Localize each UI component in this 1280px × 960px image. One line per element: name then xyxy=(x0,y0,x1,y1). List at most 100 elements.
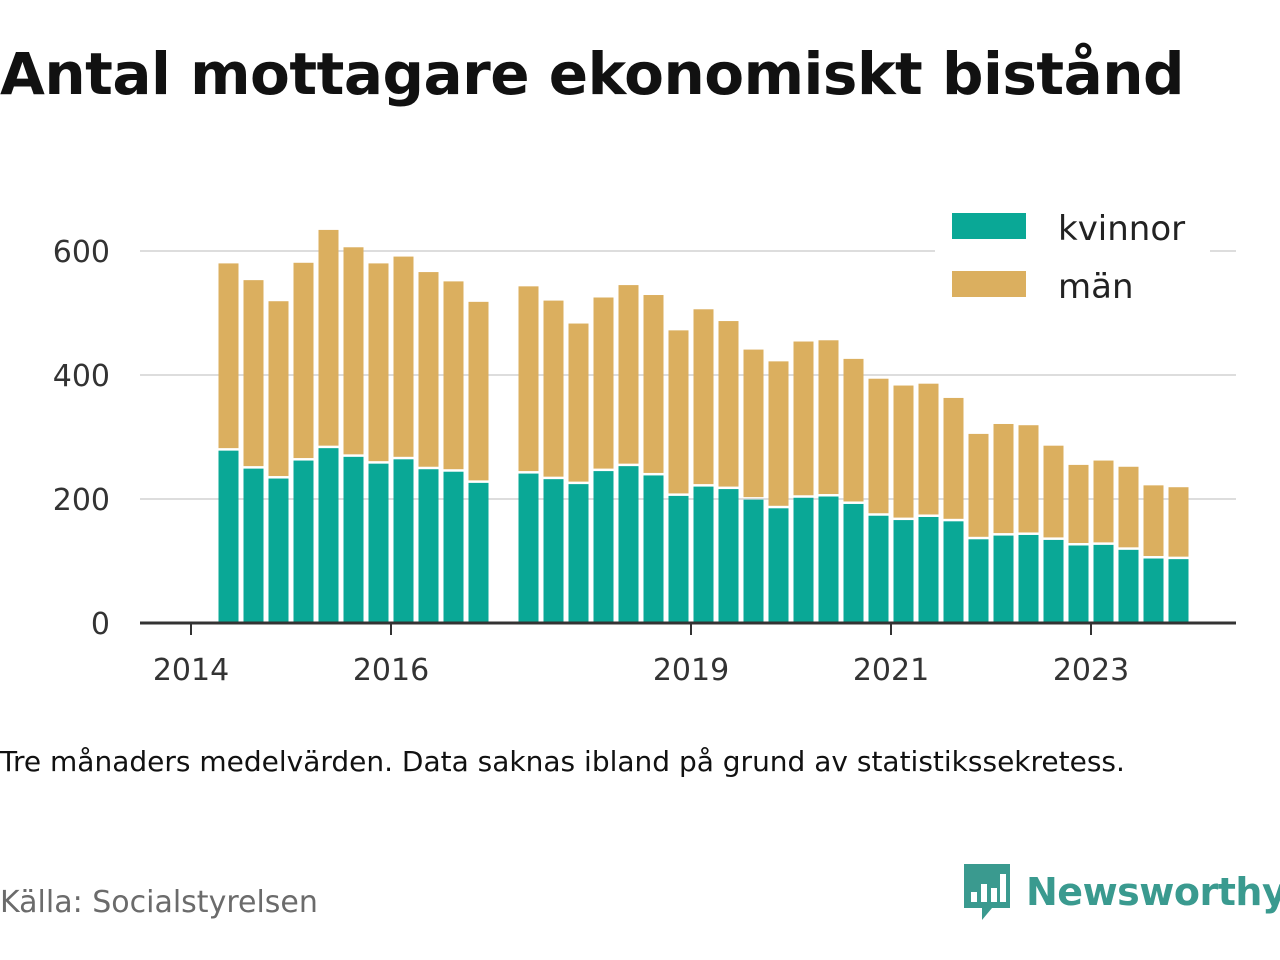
legend-swatch-man xyxy=(952,271,1026,297)
y-tick-labels: 0 200 400 600 xyxy=(53,235,110,642)
x-tick-label: 2019 xyxy=(653,653,729,688)
bar-kvinnor xyxy=(768,508,789,623)
bar-man xyxy=(568,323,589,482)
bar-kvinnor xyxy=(343,456,364,623)
bar-kvinnor xyxy=(1068,545,1089,623)
bar-kvinnor xyxy=(593,471,614,623)
bar-man xyxy=(643,295,664,473)
bar-man xyxy=(1143,485,1164,557)
bar-man xyxy=(243,280,264,467)
newsworthy-brand[interactable]: Newsworthy xyxy=(962,862,1280,922)
y-tick-label: 400 xyxy=(53,359,110,394)
bar-man xyxy=(868,378,889,514)
bar-kvinnor xyxy=(1168,559,1189,623)
x-tick-label: 2014 xyxy=(153,653,229,688)
bar-kvinnor xyxy=(1093,544,1114,623)
bar-kvinnor xyxy=(868,515,889,623)
bar-man xyxy=(543,300,564,477)
bar-kvinnor xyxy=(668,495,689,623)
bar-man xyxy=(793,341,814,496)
bar-man xyxy=(368,263,389,462)
bar-man xyxy=(293,262,314,459)
bar-kvinnor xyxy=(1018,534,1039,623)
legend-label-man: män xyxy=(1058,267,1134,307)
bar-man xyxy=(893,385,914,518)
bar-man xyxy=(318,229,339,446)
bar-kvinnor xyxy=(1043,539,1064,623)
bar-kvinnor xyxy=(418,469,439,623)
bar-kvinnor xyxy=(793,497,814,623)
brand-name: Newsworthy xyxy=(1026,870,1280,914)
bar-kvinnor xyxy=(743,499,764,623)
bar-man xyxy=(268,301,289,477)
bar-man xyxy=(1168,487,1189,557)
bar-man xyxy=(668,330,689,494)
bar-kvinnor xyxy=(293,460,314,623)
bar-man xyxy=(743,349,764,498)
bar-man xyxy=(918,383,939,515)
bar-kvinnor xyxy=(968,539,989,623)
bar-kvinnor xyxy=(843,503,864,623)
bar-kvinnor xyxy=(1143,558,1164,623)
x-tick-label: 2021 xyxy=(853,653,929,688)
y-tick-label: 200 xyxy=(53,483,110,518)
bar-kvinnor xyxy=(618,466,639,623)
bar-kvinnor xyxy=(443,471,464,623)
source-label: Källa: Socialstyrelsen xyxy=(0,885,318,920)
legend-swatch-kvinnor xyxy=(952,213,1026,239)
bar-man xyxy=(1043,445,1064,538)
bar-man xyxy=(1093,460,1114,543)
bar-kvinnor xyxy=(893,520,914,623)
legend-label-kvinnor: kvinnor xyxy=(1058,209,1185,249)
bar-man xyxy=(1068,464,1089,543)
bar-kvinnor xyxy=(318,448,339,623)
bar-man xyxy=(518,286,539,472)
bar-man xyxy=(468,301,489,481)
bar-man xyxy=(218,263,239,449)
bar-kvinnor xyxy=(943,521,964,623)
bar-kvinnor xyxy=(818,496,839,623)
bar-kvinnor xyxy=(368,463,389,623)
newsworthy-logo-icon xyxy=(964,864,1010,920)
bar-kvinnor xyxy=(243,468,264,623)
y-tick-label: 0 xyxy=(91,607,110,642)
bar-man xyxy=(393,256,414,457)
bar-kvinnor xyxy=(543,479,564,623)
bar-man xyxy=(968,433,989,537)
bar-man xyxy=(718,321,739,487)
bar-man xyxy=(1118,466,1139,548)
chart-title: Antal mottagare ekonomiskt bistånd xyxy=(0,40,1185,108)
bar-man xyxy=(343,247,364,455)
bar-kvinnor xyxy=(218,450,239,623)
bar-kvinnor xyxy=(568,484,589,623)
bar-kvinnor xyxy=(468,482,489,623)
stacked-bar-chart: 2014 2016 2019 2021 2023 0 200 400 600 kvinnor … xyxy=(52,196,1236,688)
bar-kvinnor xyxy=(643,475,664,623)
bar-man xyxy=(843,358,864,502)
x-tick-label: 2023 xyxy=(1053,653,1129,688)
bar-kvinnor xyxy=(693,486,714,623)
bar-man xyxy=(443,281,464,470)
bar-man xyxy=(418,272,439,467)
bar-kvinnor xyxy=(918,516,939,623)
bar-man xyxy=(943,397,964,519)
bars xyxy=(218,229,1189,623)
bar-man xyxy=(993,423,1014,534)
bar-man xyxy=(693,309,714,485)
x-tick-label: 2016 xyxy=(353,653,429,688)
bar-kvinnor xyxy=(993,535,1014,623)
bar-kvinnor xyxy=(268,478,289,623)
bar-kvinnor xyxy=(518,473,539,623)
y-tick-label: 600 xyxy=(53,235,110,270)
bar-kvinnor xyxy=(393,459,414,623)
bar-man xyxy=(768,361,789,506)
bar-man xyxy=(618,285,639,464)
x-ticks: 2014 2016 2019 2021 2023 xyxy=(153,623,1129,688)
bar-man xyxy=(593,297,614,469)
bar-man xyxy=(818,340,839,495)
chart-note: Tre månaders medelvärden. Data saknas ib… xyxy=(0,745,1125,778)
bar-kvinnor xyxy=(1118,549,1139,623)
bar-kvinnor xyxy=(718,489,739,623)
bar-man xyxy=(1018,425,1039,533)
legend: kvinnor män xyxy=(935,196,1210,314)
